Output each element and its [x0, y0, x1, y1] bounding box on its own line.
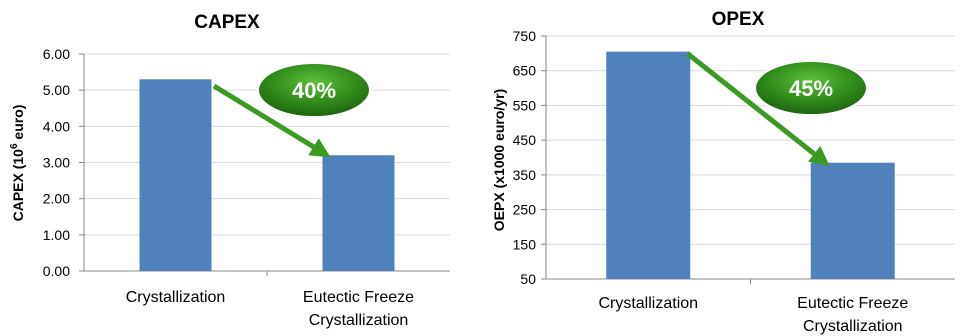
- x-tick-label: Crystallization: [803, 318, 903, 335]
- y-axis-label: CAPEX (106 euro): [9, 105, 26, 222]
- y-tick-label: 150: [513, 236, 537, 252]
- x-tick-labels: Crystallization Eutectic Freeze Crystalliz…: [126, 289, 414, 329]
- y-axis-label-superscript: 6: [9, 143, 20, 149]
- capex-chart: CAPEX 0.00 1.00 2.00 3.00 4.00 5.00 6.00 Cryst…: [9, 12, 450, 329]
- x-tick-label: Crystallization: [598, 295, 698, 312]
- opex-chart: OPEX 50 150 250 350 450 550 650 750 Crystalliza…: [491, 9, 955, 335]
- bars: [139, 79, 395, 271]
- percent-badge: [257, 62, 371, 118]
- x-tick-label: Crystallization: [309, 312, 409, 329]
- y-tick-label: 4.00: [43, 118, 70, 134]
- y-tick-label: 6.00: [43, 46, 70, 62]
- percent-badge: [754, 60, 868, 116]
- bar: [606, 51, 691, 279]
- x-tick-label: Eutectic Freeze: [303, 289, 414, 306]
- chart-title: OPEX: [712, 9, 765, 30]
- reduction-arrow: [686, 52, 830, 167]
- y-tick-label: 3.00: [43, 155, 70, 171]
- x-tick-label: Eutectic Freeze: [797, 295, 908, 312]
- y-tick-label: 350: [513, 167, 537, 183]
- y-tick-label: 450: [513, 132, 537, 148]
- reduction-arrow: [212, 83, 331, 158]
- y-tick-label: 50: [520, 271, 536, 287]
- y-tick-label: 550: [513, 97, 537, 113]
- y-axis-label-part: CAPEX (10: [10, 149, 26, 222]
- bar: [322, 155, 395, 271]
- x-tick-label: Crystallization: [126, 289, 226, 306]
- bar: [139, 79, 212, 271]
- y-tick-label: 1.00: [43, 227, 70, 243]
- y-axis-label-unit: euro): [10, 105, 26, 144]
- y-tick-label: 5.00: [43, 82, 70, 98]
- y-tick-label: 650: [513, 63, 537, 79]
- chart-title: CAPEX: [194, 12, 260, 33]
- y-axis-label: OEPX (x1000 euro/yr): [491, 89, 507, 231]
- bar: [810, 162, 895, 279]
- y-tick-labels: 0.00 1.00 2.00 3.00 4.00 5.00 6.00: [43, 46, 70, 279]
- x-tick-labels: Crystallization Eutectic Freeze Crystalliz…: [598, 295, 908, 335]
- bars: [606, 51, 895, 279]
- y-tick-label: 0.00: [43, 263, 70, 279]
- y-tick-label: 2.00: [43, 191, 70, 207]
- y-tick-label: 250: [513, 202, 537, 218]
- y-tick-label: 750: [513, 28, 537, 44]
- y-tick-labels: 50 150 250 350 450 550 650 750: [513, 28, 537, 287]
- percent-badge-label: 45%: [789, 76, 833, 101]
- percent-badge-label: 40%: [292, 78, 336, 103]
